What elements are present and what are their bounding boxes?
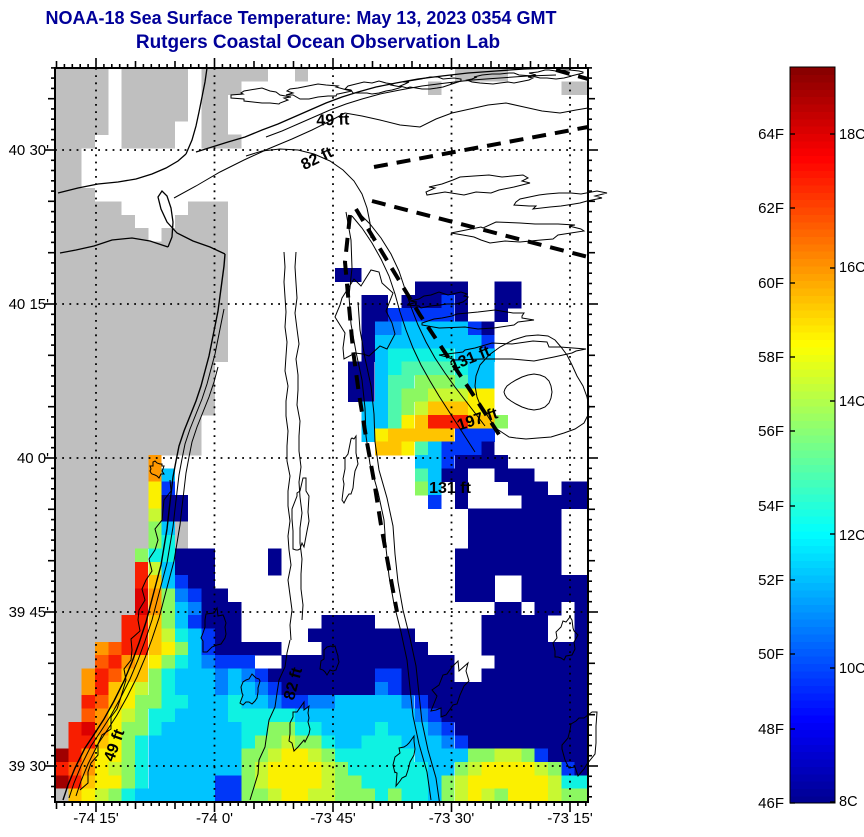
svg-text:-73 45': -73 45' — [310, 810, 356, 827]
svg-text:14C: 14C — [839, 394, 864, 410]
svg-text:131 ft: 131 ft — [429, 480, 471, 497]
svg-text:39 45': 39 45' — [9, 604, 50, 621]
svg-text:39 30': 39 30' — [9, 758, 50, 775]
svg-text:56F: 56F — [758, 423, 784, 440]
svg-text:62F: 62F — [758, 200, 784, 217]
svg-text:58F: 58F — [758, 349, 784, 366]
svg-text:-73 30': -73 30' — [429, 810, 475, 827]
svg-text:16C: 16C — [839, 260, 864, 276]
svg-text:40 30': 40 30' — [9, 142, 50, 159]
svg-text:18C: 18C — [839, 127, 864, 143]
svg-text:49 ft: 49 ft — [316, 111, 350, 129]
svg-text:40 15': 40 15' — [9, 296, 50, 313]
svg-text:40 0': 40 0' — [17, 450, 49, 467]
svg-text:-73 15': -73 15' — [547, 810, 593, 827]
svg-text:Rutgers Coastal Ocean Observat: Rutgers Coastal Ocean Observation Lab — [136, 32, 500, 53]
svg-text:NOAA-18 Sea Surface Temperatur: NOAA-18 Sea Surface Temperature: May 13,… — [46, 8, 557, 28]
svg-text:46F: 46F — [758, 795, 784, 812]
svg-text:-74 15': -74 15' — [73, 810, 119, 827]
svg-text:48F: 48F — [758, 721, 784, 738]
svg-text:12C: 12C — [839, 528, 864, 544]
svg-text:-74 0': -74 0' — [196, 810, 233, 827]
svg-text:8C: 8C — [839, 794, 858, 810]
svg-text:64F: 64F — [758, 126, 784, 143]
svg-text:10C: 10C — [839, 661, 864, 677]
svg-text:54F: 54F — [758, 498, 784, 515]
svg-text:50F: 50F — [758, 646, 784, 663]
svg-text:60F: 60F — [758, 275, 784, 292]
svg-text:52F: 52F — [758, 572, 784, 589]
